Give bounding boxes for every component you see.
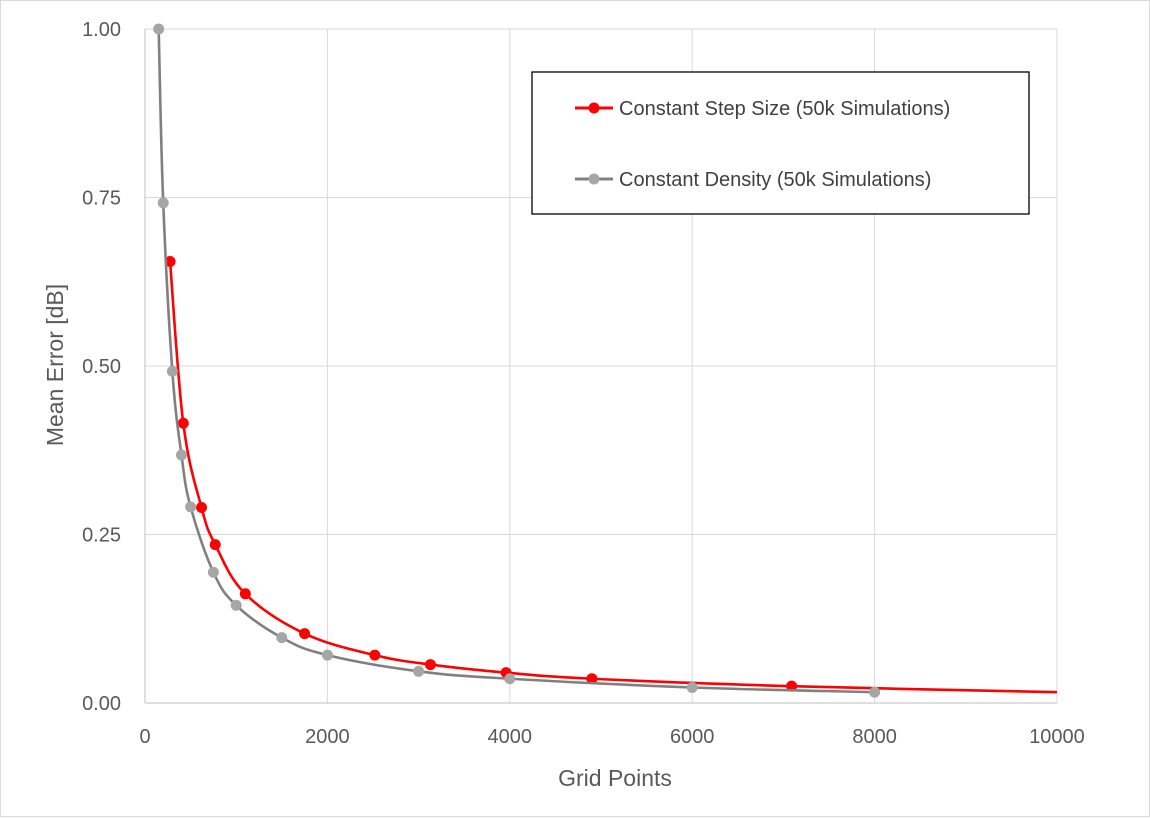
data-point: [207, 566, 219, 578]
x-tick-label: 8000: [852, 726, 897, 748]
data-point: [786, 680, 798, 692]
legend-label-constant-density: Constant Density (50k Simulations): [619, 169, 931, 191]
x-tick-label: 0: [139, 726, 150, 748]
series-group: [153, 23, 1058, 698]
legend-marker-constant-density: [588, 173, 600, 185]
data-point: [869, 686, 881, 698]
series-1: [153, 23, 881, 698]
data-point: [321, 649, 333, 661]
x-axis-title: Grid Points: [558, 765, 672, 791]
data-point: [504, 673, 516, 685]
data-point: [164, 256, 176, 268]
data-point: [413, 665, 425, 677]
x-tick-label: 2000: [305, 726, 350, 748]
legend-label-constant-step-size: Constant Step Size (50k Simulations): [619, 98, 950, 120]
data-point: [185, 501, 197, 513]
data-point: [175, 449, 187, 461]
axes: [144, 29, 1057, 704]
data-point: [424, 659, 436, 671]
legend-marker-constant-step-size: [588, 102, 600, 114]
y-tick-label: 0.75: [82, 188, 121, 210]
data-point: [276, 632, 288, 644]
data-point: [586, 673, 598, 685]
data-point: [166, 365, 178, 377]
series-0: [164, 256, 1058, 694]
data-point: [369, 649, 381, 661]
data-point: [157, 197, 169, 209]
x-tick-label: 4000: [488, 726, 533, 748]
y-tick-label: 0.25: [82, 525, 121, 547]
x-tick-label: 10000: [1029, 726, 1085, 748]
data-point: [239, 588, 251, 600]
data-point: [153, 23, 165, 35]
series-line-0: [168, 261, 1058, 694]
data-point: [177, 417, 189, 429]
tick-labels: 0 2000 4000 6000 8000 10000 0.00 0.25 0.50 0.75 1.…: [82, 19, 1085, 748]
x-tick-label: 6000: [670, 726, 715, 748]
data-point: [299, 628, 311, 640]
data-point: [686, 681, 698, 693]
data-point: [196, 502, 208, 514]
y-axis-title: Mean Error [dB]: [42, 284, 68, 446]
y-tick-label: 1.00: [82, 19, 121, 41]
y-tick-label: 0.00: [82, 693, 121, 715]
legend-box: [531, 71, 1030, 215]
y-tick-label: 0.50: [82, 356, 121, 378]
data-point: [209, 539, 221, 551]
legend: Constant Step Size (50k Simulations) Con…: [531, 71, 1030, 215]
data-point: [230, 599, 242, 611]
